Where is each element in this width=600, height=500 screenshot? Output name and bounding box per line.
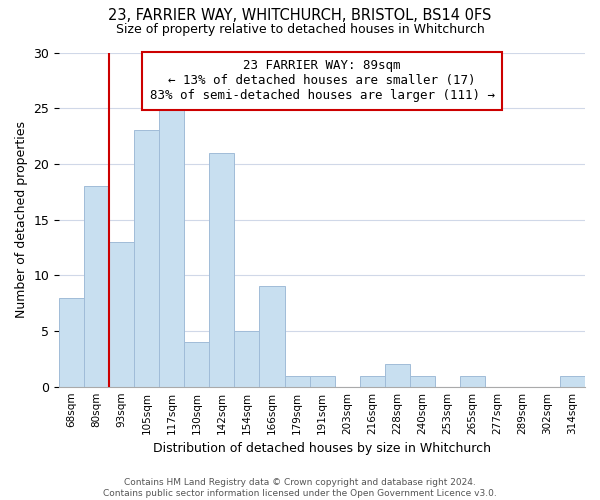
- X-axis label: Distribution of detached houses by size in Whitchurch: Distribution of detached houses by size …: [153, 442, 491, 455]
- Text: Contains HM Land Registry data © Crown copyright and database right 2024.
Contai: Contains HM Land Registry data © Crown c…: [103, 478, 497, 498]
- Bar: [410, 376, 435, 386]
- Text: 23 FARRIER WAY: 89sqm
← 13% of detached houses are smaller (17)
83% of semi-deta: 23 FARRIER WAY: 89sqm ← 13% of detached …: [149, 59, 494, 102]
- Y-axis label: Number of detached properties: Number of detached properties: [15, 121, 28, 318]
- Bar: [235, 331, 259, 386]
- Bar: [84, 186, 109, 386]
- Bar: [284, 376, 310, 386]
- Bar: [359, 376, 385, 386]
- Bar: [385, 364, 410, 386]
- Bar: [160, 108, 184, 386]
- Text: 23, FARRIER WAY, WHITCHURCH, BRISTOL, BS14 0FS: 23, FARRIER WAY, WHITCHURCH, BRISTOL, BS…: [109, 8, 491, 22]
- Bar: [109, 242, 134, 386]
- Bar: [460, 376, 485, 386]
- Text: Size of property relative to detached houses in Whitchurch: Size of property relative to detached ho…: [116, 22, 484, 36]
- Bar: [259, 286, 284, 386]
- Bar: [184, 342, 209, 386]
- Bar: [310, 376, 335, 386]
- Bar: [59, 298, 84, 386]
- Bar: [560, 376, 585, 386]
- Bar: [134, 130, 160, 386]
- Bar: [209, 153, 235, 386]
